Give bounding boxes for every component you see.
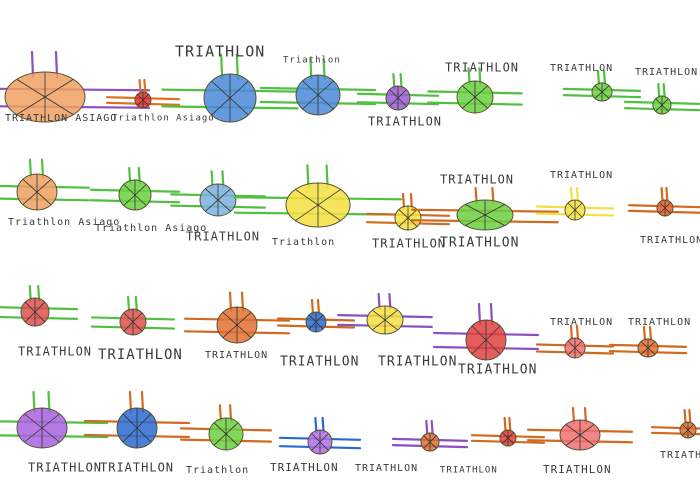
label: TRIATHLON [98, 347, 183, 363]
label: TRIATHLON [280, 355, 359, 370]
ear [569, 324, 574, 342]
label: TRIATHLON [270, 461, 339, 474]
label: TRIATHLON [355, 463, 418, 474]
label: Triathlon Asiago [112, 114, 215, 124]
label: TRIATHLON [543, 463, 612, 476]
label: TRIATHLON [28, 461, 102, 475]
ear [310, 298, 315, 316]
ear [665, 186, 669, 203]
figure [170, 170, 266, 217]
figure [365, 192, 451, 231]
label: TRIATHLON [550, 317, 613, 328]
ear [138, 78, 142, 95]
ear [660, 186, 664, 203]
ear [402, 192, 406, 210]
figure [411, 186, 559, 231]
figure [89, 166, 181, 211]
label: Triathlon Asiago [95, 223, 207, 234]
figure [427, 67, 523, 114]
ear [642, 325, 647, 342]
label: TRIATHLON [440, 236, 519, 251]
figure [526, 406, 634, 451]
figure [432, 302, 540, 361]
label: TRIATHLON [100, 461, 174, 475]
figure [105, 78, 181, 109]
ear [657, 82, 661, 99]
figure [562, 69, 642, 102]
label: TRIATHLON [18, 345, 92, 359]
figure [650, 408, 700, 439]
ear [314, 416, 318, 434]
label: TRIATHLON [378, 355, 457, 370]
figure [0, 390, 109, 449]
label: Triathlon Asiago [8, 217, 120, 228]
figure [233, 164, 403, 228]
figure [161, 53, 299, 123]
label: TRIATHLON [175, 43, 265, 61]
figure [535, 324, 615, 359]
label: TRIATHLON [372, 237, 446, 251]
label: TRIATHLON [640, 235, 700, 246]
ear [392, 72, 396, 90]
ear [596, 69, 601, 86]
figure [259, 57, 377, 116]
label: TRIATHLON [550, 170, 613, 181]
label: Triathlon [283, 56, 341, 66]
label: TRIATHLON ASIAGO [5, 113, 117, 124]
ear [425, 419, 429, 436]
figure [627, 186, 700, 217]
figure [0, 158, 91, 211]
ear [575, 186, 580, 204]
label: TRIATHLON [440, 173, 514, 187]
label: TRIATHLON [458, 363, 537, 378]
figure [83, 390, 191, 449]
label: TRIATHLON [205, 350, 268, 361]
label: TRIATHLON [368, 115, 442, 129]
figure [0, 284, 79, 327]
label: TRIATHLON [635, 67, 698, 78]
label: TRIATHLON [660, 450, 700, 461]
ear [683, 408, 687, 425]
label: Triathlon [186, 465, 249, 476]
label: TRIATHLON [445, 61, 519, 75]
ear [316, 298, 321, 316]
ear [143, 78, 147, 95]
label: TRIATHLON [550, 63, 613, 74]
ear [430, 419, 434, 436]
figure [276, 298, 356, 333]
figure [608, 325, 688, 358]
figure [337, 292, 433, 335]
label: TRIATHLON [186, 230, 260, 244]
ear [503, 416, 507, 433]
figure [623, 82, 700, 115]
ear [569, 186, 574, 204]
figure [0, 50, 151, 123]
ear [662, 82, 666, 99]
ear [575, 324, 580, 342]
ear [508, 416, 512, 433]
label: TRIATHLON [628, 317, 691, 328]
ear [602, 69, 607, 86]
figure [356, 72, 440, 111]
figure [90, 295, 176, 336]
figure [278, 416, 362, 455]
figure [179, 404, 273, 451]
figure [391, 419, 469, 452]
label: Triathlon [272, 237, 335, 248]
label: TRIATHLON [440, 466, 498, 476]
figure [535, 186, 615, 221]
ear [648, 325, 653, 342]
ear [688, 408, 692, 425]
figure [470, 416, 546, 447]
figure [183, 291, 291, 344]
